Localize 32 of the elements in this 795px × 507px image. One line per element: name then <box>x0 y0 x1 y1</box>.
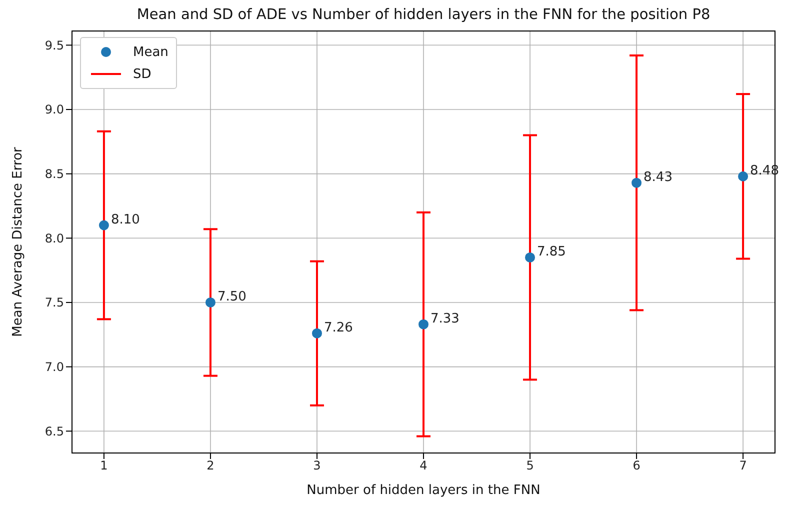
x-tick-label: 5 <box>526 458 534 473</box>
point <box>418 319 428 330</box>
data-label: 7.85 <box>537 244 566 260</box>
data-label: 8.10 <box>110 212 140 228</box>
data-label: 7.33 <box>430 311 460 326</box>
y-tick-label: 9.0 <box>44 102 64 117</box>
x-tick-label: 4 <box>420 458 428 473</box>
y-axis-title: Mean Average Distance Error <box>10 147 26 337</box>
point <box>525 252 536 262</box>
data-label: 7.50 <box>217 289 246 304</box>
y-tick-label: 7.0 <box>44 360 64 374</box>
x-tick-label: 3 <box>313 458 321 473</box>
x-tick-label: 2 <box>206 458 214 473</box>
y-tick-label: 9.5 <box>44 38 64 52</box>
data-label: 8.43 <box>644 170 672 185</box>
y-tick-label: 7.5 <box>44 296 64 310</box>
x-axis-title: Number of hidden layers in the FNN <box>306 483 542 498</box>
point <box>632 178 642 188</box>
y-tick-label: 8.0 <box>44 231 64 246</box>
legend-label: Mean <box>133 44 168 60</box>
legend-label: SD <box>133 66 152 82</box>
chart-title: Mean and SD of ADE vs Number of hidden layers in the FNN for the position P8 <box>136 7 712 23</box>
y-tick-label: 8.5 <box>44 167 64 182</box>
point <box>98 220 109 230</box>
point <box>205 297 216 308</box>
point <box>312 328 322 338</box>
data-label: 7.26 <box>324 320 353 336</box>
x-tick-label: 6 <box>632 458 640 473</box>
x-tick-label: 1 <box>100 458 108 473</box>
y-tick-label: 6.5 <box>44 424 64 438</box>
point <box>738 171 748 182</box>
x-tick-label: 7 <box>739 458 747 473</box>
